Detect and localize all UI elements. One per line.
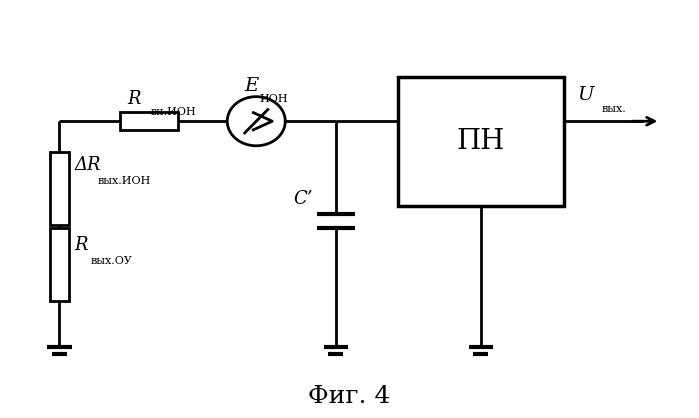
Bar [50,228,69,301]
Text: вых.: вых. [602,104,626,114]
Text: ΔR: ΔR [75,156,101,174]
Bar [398,77,563,206]
Text: вых.ОУ: вых.ОУ [90,256,132,266]
Text: ПН: ПН [456,128,505,155]
Text: R: R [127,90,140,108]
Text: C’: C’ [293,190,312,208]
Text: Фиг. 4: Фиг. 4 [308,385,391,408]
Text: E: E [244,77,258,95]
Text: вн.ИОН: вн.ИОН [150,107,196,117]
Bar [120,112,178,130]
Text: вых.ИОН: вых.ИОН [97,176,151,186]
Bar [50,152,69,225]
Text: ИОН: ИОН [259,94,288,104]
Text: U: U [577,86,593,104]
Text: R: R [75,236,88,254]
